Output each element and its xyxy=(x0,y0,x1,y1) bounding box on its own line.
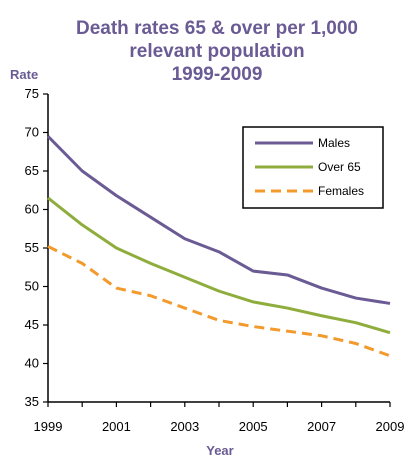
legend: Males Over 65 Females xyxy=(242,126,384,209)
y-tick-label: 65 xyxy=(25,163,39,178)
y-tick-label: 35 xyxy=(25,394,39,409)
chart-title-line-3: 1999-2009 xyxy=(172,64,263,85)
series-line-females xyxy=(47,245,391,358)
chart-title-line-2: relevant population xyxy=(129,41,304,62)
y-tick-label: 45 xyxy=(25,317,39,332)
chart-title-line-1: Death rates 65 & over per 1,000 xyxy=(76,18,358,39)
y-tick-label: 60 xyxy=(25,202,39,217)
y-tick-label: 70 xyxy=(25,125,39,140)
plot-series xyxy=(46,135,391,358)
series-line-males xyxy=(46,135,391,305)
x-tick-label: 2001 xyxy=(102,419,131,434)
x-tick-label: 1999 xyxy=(34,419,63,434)
legend-label-females: Females xyxy=(318,184,364,198)
series-line-over-65 xyxy=(47,196,391,335)
y-tick-label: 40 xyxy=(25,356,39,371)
x-axis: 1999 2001 2003 2005 2007 2009 xyxy=(34,401,405,434)
y-tick-label: 75 xyxy=(25,86,39,101)
y-axis: 35 40 45 50 55 60 65 70 75 xyxy=(25,86,49,409)
x-tick-label: 2009 xyxy=(376,419,405,434)
legend-label-males: Males xyxy=(318,136,350,150)
y-tick-label: 55 xyxy=(25,240,39,255)
legend-label-over-65: Over 65 xyxy=(318,160,361,174)
x-tick-label: 2005 xyxy=(239,419,268,434)
legend-items: Males Over 65 Females xyxy=(255,136,364,198)
x-tick-label: 2003 xyxy=(170,419,199,434)
y-tick-label: 50 xyxy=(25,279,39,294)
chart-title: Death rates 65 & over per 1,000 relevant… xyxy=(76,18,358,85)
x-axis-label: Year xyxy=(206,443,233,458)
x-tick-label: 2007 xyxy=(307,419,336,434)
y-axis-label: Rate xyxy=(10,67,38,82)
